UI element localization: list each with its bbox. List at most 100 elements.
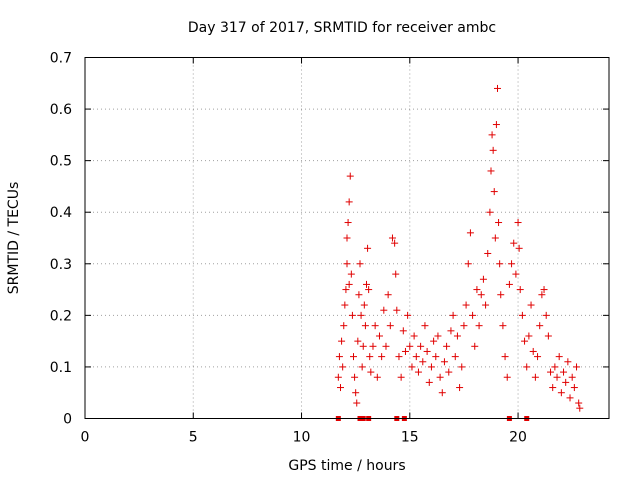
- data-point: [362, 280, 370, 288]
- data-point: [514, 219, 522, 227]
- y-tick-label: 0.5: [50, 154, 72, 170]
- data-point: [555, 353, 563, 361]
- data-point: [521, 337, 529, 345]
- x-tick-label: 10: [293, 430, 311, 446]
- data-point: [469, 311, 477, 319]
- data-point: [334, 373, 342, 381]
- data-point: [366, 353, 374, 361]
- plot-frame: [84, 57, 610, 419]
- data-point: [464, 260, 472, 268]
- data-point: [551, 363, 559, 371]
- data-point: [359, 342, 367, 350]
- data-point: [369, 342, 377, 350]
- y-tick-label: 0.6: [50, 102, 72, 118]
- data-point: [566, 394, 574, 402]
- data-point: [451, 353, 459, 361]
- data-point: [351, 373, 359, 381]
- data-point: [434, 332, 442, 340]
- y-axis-label: SRMTID / TECUs: [6, 182, 22, 295]
- data-point: [382, 342, 390, 350]
- y-tick-label: 0.4: [50, 205, 72, 221]
- data-point: [354, 337, 362, 345]
- y-tick-label: 0.2: [50, 308, 72, 324]
- data-point: [378, 353, 386, 361]
- x-tick-label: 20: [509, 430, 527, 446]
- data-point: [367, 368, 375, 376]
- data-point: [347, 270, 355, 278]
- data-point: [345, 198, 353, 206]
- data-point: [489, 146, 497, 154]
- data-point: [486, 208, 494, 216]
- data-point: [540, 286, 548, 294]
- data-point: [562, 378, 570, 386]
- data-point: [388, 234, 396, 242]
- data-point: [576, 404, 584, 412]
- data-point: [453, 332, 461, 340]
- data-point: [508, 260, 516, 268]
- data-point: [547, 368, 555, 376]
- data-point: [503, 373, 511, 381]
- data-point: [515, 244, 523, 252]
- data-point: [432, 353, 440, 361]
- data-point: [460, 322, 468, 330]
- data-point: [337, 384, 345, 392]
- data-point: [427, 363, 435, 371]
- y-tick-label: 0.3: [50, 257, 72, 273]
- data-point: [529, 347, 537, 355]
- data-point: [358, 363, 366, 371]
- data-point: [399, 327, 407, 335]
- data-point: [352, 389, 360, 397]
- data-point: [365, 286, 373, 294]
- data-point: [391, 239, 399, 247]
- data-point: [477, 291, 485, 299]
- data-point: [340, 322, 348, 330]
- data-point: [343, 234, 351, 242]
- data-point: [531, 373, 539, 381]
- data-point: [364, 244, 372, 252]
- data-point: [501, 353, 509, 361]
- data-point: [544, 332, 552, 340]
- data-point: [412, 353, 420, 361]
- data-point: [491, 234, 499, 242]
- data-point: [523, 363, 531, 371]
- data-point: [393, 306, 401, 314]
- data-point: [342, 286, 350, 294]
- data-point: [357, 311, 365, 319]
- data-point: [495, 219, 503, 227]
- data-points: [334, 84, 584, 421]
- data-point: [375, 332, 383, 340]
- data-point: [536, 322, 544, 330]
- data-point: [349, 353, 357, 361]
- data-point: [397, 373, 405, 381]
- data-point: [360, 301, 368, 309]
- data-point: [510, 239, 518, 247]
- data-point: [518, 311, 526, 319]
- data-point: [386, 322, 394, 330]
- data-point: [499, 322, 507, 330]
- data-point: [440, 358, 448, 366]
- data-point: [560, 368, 568, 376]
- data-point: [343, 260, 351, 268]
- data-point: [505, 280, 513, 288]
- data-point: [346, 172, 354, 180]
- data-point: [512, 270, 520, 278]
- data-point: [575, 399, 583, 407]
- data-point: [419, 358, 427, 366]
- data-point: [421, 322, 429, 330]
- data-point: [430, 337, 438, 345]
- data-point: [417, 342, 425, 350]
- data-point: [516, 286, 524, 294]
- data-point: [373, 373, 381, 381]
- x-tick-label: 15: [401, 430, 419, 446]
- data-point: [445, 368, 453, 376]
- data-point: [488, 131, 496, 139]
- data-point: [335, 353, 343, 361]
- data-point: [496, 260, 504, 268]
- data-point: [341, 301, 349, 309]
- tick-labels: 0 0.1 0.2 0.3 0.4 0.5 0.6 0.7 0 5 10 15 20: [50, 51, 527, 446]
- data-point: [361, 322, 369, 330]
- y-tick-label: 0.7: [50, 51, 72, 67]
- data-point: [542, 311, 550, 319]
- x-axis-label: GPS time / hours: [288, 458, 405, 474]
- data-point: [338, 337, 346, 345]
